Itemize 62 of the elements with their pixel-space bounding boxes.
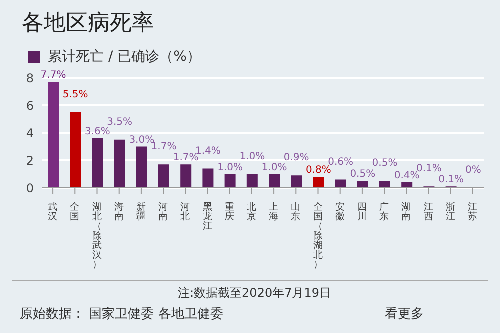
x-tick-label: 湖南 xyxy=(402,201,412,223)
x-tick-label: 浙江 xyxy=(446,201,456,223)
x-tick-label: 北京 xyxy=(246,201,257,223)
bar xyxy=(357,181,368,188)
x-tick-label: 山东 xyxy=(291,201,302,223)
x-tick-label: 黑龙江 xyxy=(202,202,213,232)
bar xyxy=(202,168,214,188)
x-tick-label: 新疆 xyxy=(136,201,146,223)
data-label: 0.8% xyxy=(306,165,332,176)
x-tick-label: 湖北（除武汉） xyxy=(92,201,102,271)
y-tick-label: 2 xyxy=(26,154,34,168)
data-label: 3.5% xyxy=(107,116,133,128)
data-label: 7.7% xyxy=(40,70,66,82)
x-tick-label: 安徽 xyxy=(335,201,346,223)
x-tick-label: 海南 xyxy=(114,201,124,223)
bar xyxy=(246,174,258,188)
bar xyxy=(158,164,170,188)
bar xyxy=(136,146,148,188)
data-label: 0.1% xyxy=(438,174,464,186)
bar xyxy=(114,140,126,188)
text: 注:数据截至2020年7月19日 xyxy=(178,285,332,302)
data-label: 0.5% xyxy=(372,158,398,170)
y-tick-label: 0 xyxy=(26,181,34,196)
data-label: 1.0% xyxy=(240,151,266,162)
x-tick-label: 河南 xyxy=(158,201,169,223)
bar xyxy=(70,112,82,188)
bar xyxy=(180,164,192,188)
y-tick-label: 6 xyxy=(26,98,34,113)
data-label: 0% xyxy=(465,165,482,176)
bar xyxy=(48,82,59,188)
bar xyxy=(224,174,236,188)
x-tick-label: 江西 xyxy=(424,201,434,223)
bar xyxy=(269,174,280,188)
x-tick-label: 上海 xyxy=(269,201,280,223)
x-tick-label: 江苏 xyxy=(468,201,478,223)
x-tick-label: 武汉 xyxy=(48,201,58,223)
chart-title: 各地区病死率 xyxy=(22,10,154,38)
data-label: 0.5% xyxy=(350,169,376,180)
bar xyxy=(402,182,413,188)
bar xyxy=(335,180,346,188)
y-tick-label: 8 xyxy=(26,71,34,86)
x-tick-label: 重庆 xyxy=(224,201,235,223)
data-label: 0.6% xyxy=(328,156,354,168)
bar xyxy=(92,138,104,188)
x-tick-label: 四川 xyxy=(357,202,368,223)
data-label: 0.9% xyxy=(284,152,310,164)
x-tick-label: 广东 xyxy=(380,201,390,223)
bar xyxy=(380,181,390,188)
data-label: 1.0% xyxy=(262,162,288,174)
text: 看更多 xyxy=(385,306,424,323)
x-tick-label: 全国（除湖北） xyxy=(313,201,324,271)
bar xyxy=(291,176,302,188)
data-label: 5.5% xyxy=(62,89,88,100)
legend-label: 累计死亡 / 已确诊（%） xyxy=(48,48,201,66)
x-tick-label: 全国 xyxy=(70,201,80,223)
data-label: 1.0% xyxy=(218,162,244,174)
bar xyxy=(313,177,324,188)
x-tick-label: 河北 xyxy=(180,201,191,223)
data-label: 3.6% xyxy=(84,126,110,138)
data-label: 1.7% xyxy=(173,152,199,164)
y-tick-label: 4 xyxy=(26,126,34,140)
text: 原始数据： 国家卫健委 各地卫健委 xyxy=(20,306,224,323)
